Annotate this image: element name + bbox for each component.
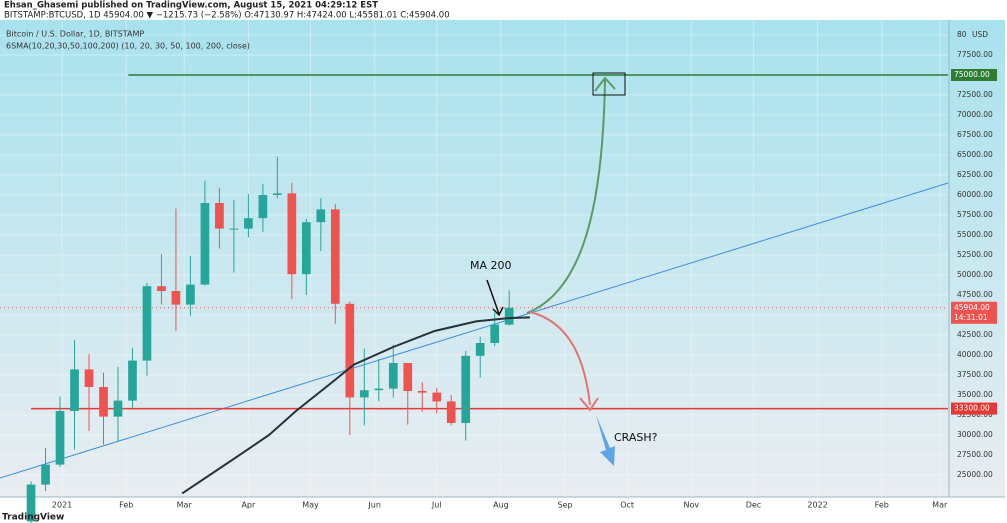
candle-body xyxy=(244,218,253,229)
last-price-label: 45904.00 xyxy=(954,303,990,312)
countdown-label: 14:31:01 xyxy=(954,313,988,322)
candle-body xyxy=(461,355,471,423)
level-label: 75000.00 xyxy=(954,70,990,79)
candle-body xyxy=(128,360,137,401)
y-tick-label: 70000.00 xyxy=(957,110,993,119)
candle-body xyxy=(432,392,442,402)
candle-body xyxy=(258,195,268,219)
candle-body xyxy=(99,387,108,417)
watermark: TradingView xyxy=(2,513,64,523)
level-tag xyxy=(951,402,997,415)
candle-body xyxy=(229,228,239,230)
candle-body xyxy=(55,411,65,465)
crash-arrow xyxy=(596,415,615,466)
candle-body xyxy=(345,303,355,398)
candle-body xyxy=(171,291,181,305)
candle-body xyxy=(388,363,398,389)
level-tag xyxy=(951,69,997,81)
candle-body xyxy=(84,369,94,387)
candle-body xyxy=(273,193,282,195)
x-tick-label: Dec xyxy=(746,501,761,510)
candle-body xyxy=(215,203,224,229)
candle-body xyxy=(475,343,485,356)
y-tick-label: 40000.00 xyxy=(957,350,993,359)
candle-body xyxy=(41,464,50,485)
candle-body xyxy=(200,203,210,285)
candle-body xyxy=(287,193,297,275)
x-tick-label: Mar xyxy=(932,501,948,510)
moving-average xyxy=(181,316,530,495)
x-tick-label: Jul xyxy=(431,501,442,510)
candle-body xyxy=(359,390,369,398)
candle-body xyxy=(316,209,326,223)
candle-body xyxy=(403,363,413,391)
axis: 25000.0027500.0030000.0032500.0035000.00… xyxy=(52,30,997,510)
candle-body xyxy=(113,400,123,417)
y-tick-label: 47500.00 xyxy=(957,290,993,299)
x-tick-label: May xyxy=(302,501,319,510)
marks xyxy=(0,74,949,523)
ma-pointer xyxy=(486,279,504,317)
y-tick-label: 27500.00 xyxy=(957,450,993,459)
y-tick-label: 37500.00 xyxy=(957,370,993,379)
crash-annotation: CRASH? xyxy=(614,431,658,444)
axis-unit: USD xyxy=(972,30,988,39)
y-tick-label: 55000.00 xyxy=(957,230,993,239)
x-tick-label: Jun xyxy=(367,501,381,510)
chart-title: Bitcoin / U.S. Dollar, 1D, BITSTAMP xyxy=(6,30,144,39)
y-tick-label: 30000.00 xyxy=(957,430,993,439)
plot-background xyxy=(0,20,1005,497)
x-tick-label: Oct xyxy=(620,501,634,510)
candle-body xyxy=(490,324,500,343)
candle-body xyxy=(157,286,166,291)
x-tick-label: Sep xyxy=(558,501,573,510)
quote-line: BITSTAMP:BTCUSD, 1D 45904.00 ▼ −1215.73 … xyxy=(4,11,450,21)
candle-body xyxy=(417,391,427,393)
y-tick-label: 42500.00 xyxy=(957,330,993,339)
y-tick-label: 60000.00 xyxy=(957,190,993,199)
x-tick-label: Nov xyxy=(684,501,700,510)
candle-body xyxy=(330,209,340,304)
publisher-line: Ehsan_Ghasemi published on TradingView.c… xyxy=(4,1,378,11)
candle-body xyxy=(374,388,384,391)
indicator-label: 6SMA(10,20,30,50,100,200) (10, 20, 30, 5… xyxy=(6,42,250,51)
candle-body xyxy=(26,484,36,522)
x-tick-label: Feb xyxy=(119,501,133,510)
x-tick-label: 2022 xyxy=(807,501,827,510)
trendline xyxy=(0,182,949,479)
ma-label: MA 200 xyxy=(470,259,512,272)
x-tick-label: Feb xyxy=(875,501,889,510)
bull-arrow-head xyxy=(594,76,616,92)
candle-body xyxy=(70,369,79,411)
bull-arrow xyxy=(526,79,606,314)
y-tick-label: 72500.00 xyxy=(957,90,993,99)
y-tick-label: 62500.00 xyxy=(957,170,993,179)
y-tick-label: 57500.00 xyxy=(957,210,993,219)
y-tick-label: 67500.00 xyxy=(957,130,993,139)
y-tick-label: 77500.00 xyxy=(957,50,993,59)
candle-body xyxy=(504,307,514,325)
x-tick-label: Aug xyxy=(493,501,509,510)
bear-arrow-head xyxy=(579,397,599,412)
candle-body xyxy=(301,222,311,275)
drawings xyxy=(486,72,626,466)
level-label: 33300.00 xyxy=(954,404,990,413)
grid xyxy=(0,20,948,497)
last-price-tag xyxy=(951,301,997,324)
y-tick-label: 65000.00 xyxy=(957,150,993,159)
candle-body xyxy=(142,286,152,361)
y-tick-label: 50000.00 xyxy=(957,270,993,279)
x-tick-label: Apr xyxy=(241,501,256,510)
y-tick-label: 52500.00 xyxy=(957,250,993,259)
x-tick-label: 2021 xyxy=(52,501,72,510)
y-tick-label: 35000.00 xyxy=(957,390,993,399)
candle-body xyxy=(446,401,456,423)
candle-body xyxy=(186,284,195,305)
target-box xyxy=(592,72,626,96)
y-tick-label: 25000.00 xyxy=(957,470,993,479)
x-tick-label: Mar xyxy=(177,501,193,510)
bear-arrow xyxy=(529,311,591,406)
y-tick-label: 80 xyxy=(957,30,967,39)
